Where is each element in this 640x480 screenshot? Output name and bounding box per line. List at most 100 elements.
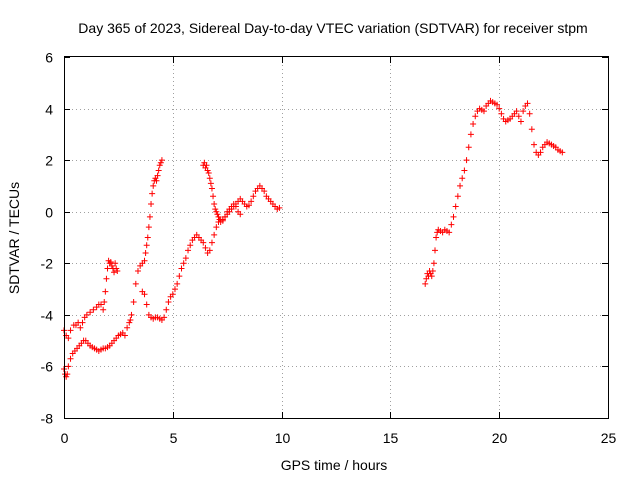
data-point-plus [496,105,503,112]
data-point-plus [67,355,74,362]
data-point-plus [452,203,459,210]
data-point-plus [208,239,215,246]
y-tick-label: -2 [41,256,54,272]
grid [64,57,608,418]
data-point-plus [276,204,283,211]
x-tick-label: 5 [170,430,178,446]
data-point-plus [185,247,192,254]
data-point-plus [134,268,141,275]
data-point-plus [145,224,152,231]
data-point-plus [210,193,217,200]
data-point-plus [146,213,153,220]
data-point-plus [472,113,479,120]
data-point-plus [112,260,119,267]
data-point-plus [77,324,84,331]
data-point-plus [250,193,257,200]
data-point-plus [127,317,134,324]
data-point-plus [143,242,150,249]
data-point-plus [165,298,172,305]
data-point-plus [100,306,107,313]
data-point-plus [154,172,161,179]
data-point-plus [467,131,474,138]
data-point-plus [149,190,156,197]
data-point-plus [158,157,165,164]
data-point-plus [454,193,461,200]
data-point-plus [141,257,148,264]
tick-labels: 0 5 10 15 20 25 -8 -6 -4 -2 0 2 4 6 [41,50,617,447]
data-point-plus [515,113,522,120]
data-point-plus [213,224,220,231]
data-point-plus [465,144,472,151]
data-point-plus [215,213,222,220]
y-tick-label: 0 [45,205,53,221]
data-point-plus [212,206,219,213]
y-tick-label: -8 [41,411,54,427]
data-point-plus [434,229,441,236]
data-point-plus [143,301,150,308]
data-point-plus [537,149,544,156]
data-point-plus [124,324,131,331]
data-point-plus [204,167,211,174]
data-point-plus [126,319,133,326]
data-point-plus [148,200,155,207]
data-point-plus [206,247,213,254]
data-point-plus [101,298,108,305]
data-point-plus [104,265,111,272]
data-point-plus [559,149,566,156]
data-point-plus [531,141,538,148]
data-point-plus [200,239,207,246]
data-point-plus [130,298,137,305]
data-marks [61,97,566,380]
data-point-plus [526,110,533,117]
data-point-plus [498,110,505,117]
data-point-plus [157,159,164,166]
data-point-plus [64,371,71,378]
data-point-plus [65,335,72,342]
data-point-plus [207,180,214,187]
data-point-plus [107,258,114,265]
data-point-plus [103,275,110,282]
data-point-plus [433,234,440,241]
data-point-plus [141,291,148,298]
data-point-plus [97,301,104,308]
data-point-plus [114,268,121,275]
data-point-plus [213,208,220,215]
data-point-plus [150,182,157,189]
data-point-plus [156,162,163,169]
data-point-plus [494,101,501,108]
data-point-plus [87,309,94,316]
data-point-plus [513,108,520,115]
data-point-plus [208,185,215,192]
data-point-plus [155,167,162,174]
chart-title: Day 365 of 2023, Sidereal Day-to-day VTE… [78,20,587,36]
x-tick-label: 20 [492,430,508,446]
data-point-plus [169,291,176,298]
data-point-plus [206,175,213,182]
data-point-plus [128,311,135,318]
x-tick-label: 0 [61,430,69,446]
data-point-plus [180,260,187,267]
x-axis-label: GPS time / hours [281,457,388,473]
data-point-plus [237,211,244,218]
data-point-plus [178,265,185,272]
data-point-plus [211,200,218,207]
y-tick-label: 2 [45,153,53,169]
data-point-plus [90,306,97,313]
data-point-plus [132,280,139,287]
data-point-plus [153,177,160,184]
data-point-plus [463,157,470,164]
x-tick-label: 10 [275,430,291,446]
data-point-plus [470,121,477,128]
data-point-plus [448,221,455,228]
data-point-plus [450,213,457,220]
data-point-plus [232,203,239,210]
data-point-plus [203,162,210,169]
data-point-plus [121,332,128,339]
y-tick-label: 4 [45,102,53,118]
data-point-plus [65,363,72,370]
data-point-plus [142,249,149,256]
data-point-plus [163,306,170,313]
y-tick-label: 6 [45,50,53,66]
data-point-plus [248,198,255,205]
y-tick-label: -6 [41,359,54,375]
